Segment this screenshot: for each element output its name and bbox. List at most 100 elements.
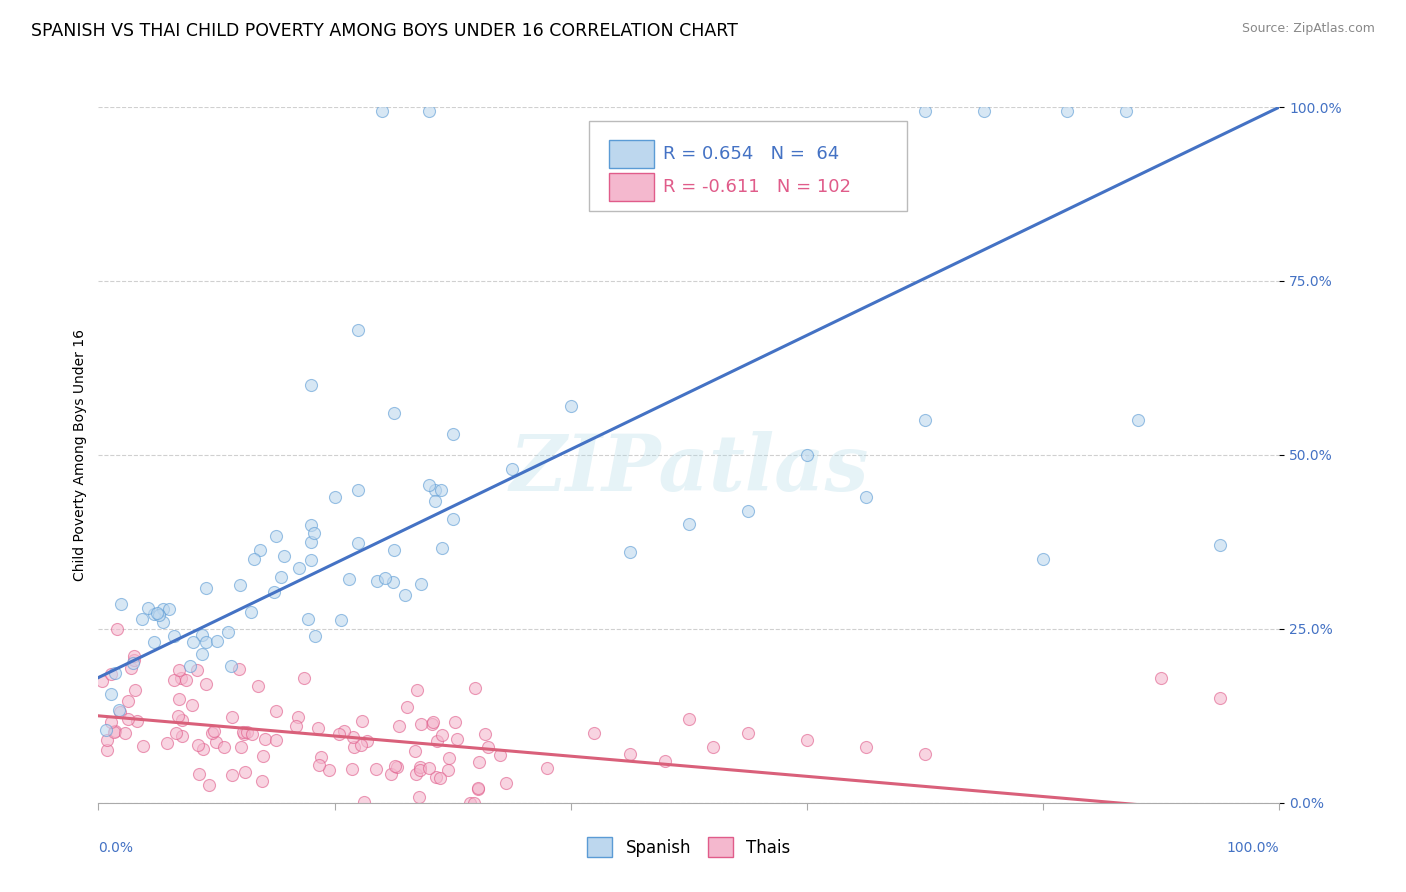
Point bbox=[1209, 691, 1232, 706]
Point bbox=[108, 705, 131, 719]
Point bbox=[297, 612, 319, 626]
Point bbox=[425, 770, 447, 784]
Point bbox=[560, 399, 582, 413]
Point bbox=[1150, 671, 1173, 685]
Point bbox=[131, 612, 153, 626]
Point bbox=[163, 629, 186, 643]
Point bbox=[187, 767, 209, 781]
Point bbox=[619, 545, 641, 559]
Point bbox=[353, 796, 375, 810]
Point bbox=[342, 730, 364, 744]
Point bbox=[308, 758, 330, 772]
Point bbox=[333, 723, 356, 738]
Point bbox=[142, 634, 165, 648]
Text: 100.0%: 100.0% bbox=[1227, 841, 1279, 855]
Point bbox=[167, 709, 190, 723]
Point bbox=[914, 413, 936, 427]
Point bbox=[347, 323, 370, 337]
Point bbox=[152, 615, 174, 629]
Point bbox=[409, 577, 432, 591]
Point bbox=[299, 378, 322, 392]
Point bbox=[167, 692, 190, 706]
Point bbox=[229, 740, 252, 755]
Text: SPANISH VS THAI CHILD POVERTY AMONG BOYS UNDER 16 CORRELATION CHART: SPANISH VS THAI CHILD POVERTY AMONG BOYS… bbox=[31, 22, 738, 40]
Point bbox=[318, 764, 340, 778]
Point bbox=[1115, 103, 1137, 118]
Point bbox=[186, 663, 208, 677]
Legend: Spanish, Thais: Spanish, Thais bbox=[581, 830, 797, 864]
Point bbox=[195, 635, 218, 649]
Point bbox=[796, 733, 818, 747]
Point bbox=[100, 687, 122, 701]
Point bbox=[249, 543, 271, 558]
Point bbox=[263, 585, 285, 599]
Point bbox=[347, 536, 370, 550]
Point bbox=[100, 666, 122, 681]
Point bbox=[489, 748, 512, 763]
Point bbox=[387, 760, 409, 774]
Y-axis label: Child Poverty Among Boys Under 16: Child Poverty Among Boys Under 16 bbox=[73, 329, 87, 581]
Point bbox=[187, 738, 209, 752]
Point bbox=[201, 726, 224, 740]
Point bbox=[292, 671, 315, 685]
Point bbox=[136, 600, 159, 615]
Point bbox=[299, 518, 322, 533]
Point bbox=[394, 588, 416, 602]
Point bbox=[796, 448, 818, 462]
Point bbox=[100, 715, 122, 730]
Point bbox=[242, 727, 264, 741]
Point bbox=[195, 677, 218, 691]
Point bbox=[350, 738, 373, 752]
Point bbox=[105, 622, 128, 636]
Text: Source: ZipAtlas.com: Source: ZipAtlas.com bbox=[1241, 22, 1375, 36]
Point bbox=[468, 755, 491, 769]
Point bbox=[252, 749, 274, 764]
Point bbox=[142, 607, 165, 621]
Point bbox=[117, 712, 139, 726]
Point bbox=[678, 517, 700, 532]
Point bbox=[702, 740, 724, 755]
Text: R = 0.654   N =  64: R = 0.654 N = 64 bbox=[664, 145, 839, 162]
Point bbox=[124, 683, 146, 698]
Point bbox=[156, 736, 179, 750]
Point bbox=[273, 549, 295, 564]
Point bbox=[408, 789, 430, 804]
Point bbox=[125, 714, 148, 728]
Point bbox=[384, 759, 406, 773]
Point bbox=[405, 767, 427, 781]
Point bbox=[221, 768, 243, 782]
Point bbox=[737, 726, 759, 740]
Point bbox=[104, 665, 127, 680]
Point bbox=[429, 771, 451, 785]
Text: R = -0.611   N = 102: R = -0.611 N = 102 bbox=[664, 178, 851, 196]
Point bbox=[285, 719, 308, 733]
Point bbox=[408, 763, 430, 777]
Point bbox=[110, 597, 132, 611]
Point bbox=[243, 551, 266, 566]
Point bbox=[467, 782, 489, 797]
Point bbox=[114, 726, 136, 740]
Point bbox=[418, 103, 440, 118]
Point bbox=[441, 427, 464, 442]
Point bbox=[104, 723, 127, 738]
Point bbox=[382, 406, 405, 420]
Point bbox=[429, 483, 451, 497]
Point bbox=[229, 577, 252, 591]
Text: ZIPatlas: ZIPatlas bbox=[509, 431, 869, 507]
Point bbox=[382, 575, 405, 590]
Point bbox=[436, 763, 458, 777]
Point bbox=[536, 761, 558, 775]
Point bbox=[418, 761, 440, 775]
Point bbox=[350, 714, 373, 729]
Point bbox=[1126, 413, 1149, 427]
Point bbox=[346, 483, 368, 497]
Point bbox=[163, 673, 186, 687]
Point bbox=[146, 606, 169, 620]
Point bbox=[406, 682, 429, 697]
Point bbox=[180, 698, 202, 712]
Point bbox=[477, 740, 499, 755]
Point bbox=[191, 741, 214, 756]
Point bbox=[311, 750, 333, 764]
Point bbox=[366, 762, 388, 776]
Point bbox=[426, 734, 449, 748]
